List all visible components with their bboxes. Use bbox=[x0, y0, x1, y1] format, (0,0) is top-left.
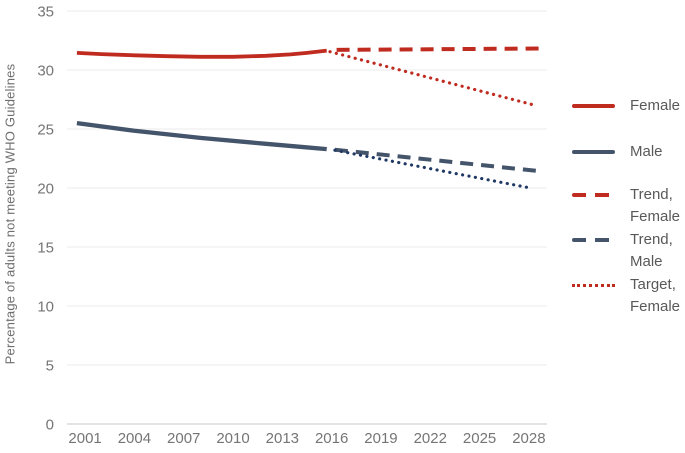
x-tick-label: 2013 bbox=[266, 430, 299, 447]
x-tick-label: 2004 bbox=[118, 430, 151, 447]
legend-item-male: Male bbox=[572, 141, 663, 163]
legend-swatch-box bbox=[572, 274, 618, 287]
legend-label-trend-female: Trend, Female bbox=[630, 186, 681, 225]
legend-label-trend-male: Trend, Male bbox=[630, 231, 673, 270]
x-tick-label: 2019 bbox=[364, 430, 397, 447]
legend-label-female: Female bbox=[630, 97, 681, 114]
female-solid-line-icon bbox=[572, 104, 615, 108]
y-tick-label: 10 bbox=[37, 299, 54, 316]
x-tick-label: 2010 bbox=[216, 430, 249, 447]
y-tick-label: 35 bbox=[37, 4, 54, 21]
y-tick-label: 30 bbox=[37, 63, 54, 80]
legend-swatch-box bbox=[572, 141, 618, 154]
series-trend-male bbox=[334, 147, 538, 173]
legend-item-female: Female bbox=[572, 95, 680, 117]
x-tick-label: 2001 bbox=[68, 430, 101, 447]
y-tick-label: 5 bbox=[46, 358, 54, 375]
trend-female-dashed-line-icon bbox=[572, 193, 615, 197]
series-male bbox=[76, 120, 327, 152]
legend-item-trend-male: Trend, Male bbox=[572, 229, 673, 273]
y-tick-label: 25 bbox=[37, 122, 54, 139]
y-tick-label: 20 bbox=[37, 181, 54, 198]
trend-male-dashed-line-icon bbox=[572, 238, 615, 242]
x-tick-label: 2028 bbox=[512, 430, 545, 447]
legend-label-target-female: Target, Female bbox=[630, 276, 681, 315]
series-target-male bbox=[333, 148, 529, 189]
legend-item-target-female: Target, Female bbox=[572, 274, 680, 318]
x-tick-label: 2022 bbox=[414, 430, 447, 447]
series-trend-female bbox=[336, 46, 543, 52]
legend-label-male: Male bbox=[630, 143, 663, 160]
male-solid-line-icon bbox=[572, 150, 615, 154]
x-tick-label: 2007 bbox=[167, 430, 200, 447]
series-female bbox=[76, 48, 327, 59]
legend-item-trend-female: Trend, Female bbox=[572, 184, 680, 228]
legend-swatch-box bbox=[572, 184, 618, 197]
legend-swatch-box bbox=[572, 95, 618, 108]
y-tick-label: 0 bbox=[46, 417, 54, 434]
y-tick-label: 15 bbox=[37, 240, 54, 257]
x-tick-label: 2016 bbox=[315, 430, 348, 447]
target-female-dotted-line-icon bbox=[572, 284, 615, 287]
series-target-female bbox=[328, 50, 538, 108]
legend-swatch-box bbox=[572, 229, 618, 242]
legend: Female Male Trend, Female Trend, Male Ta… bbox=[572, 0, 685, 453]
x-tick-label: 2025 bbox=[463, 430, 496, 447]
y-axis-title: Percentage of adults not meeting WHO Gui… bbox=[2, 63, 18, 365]
